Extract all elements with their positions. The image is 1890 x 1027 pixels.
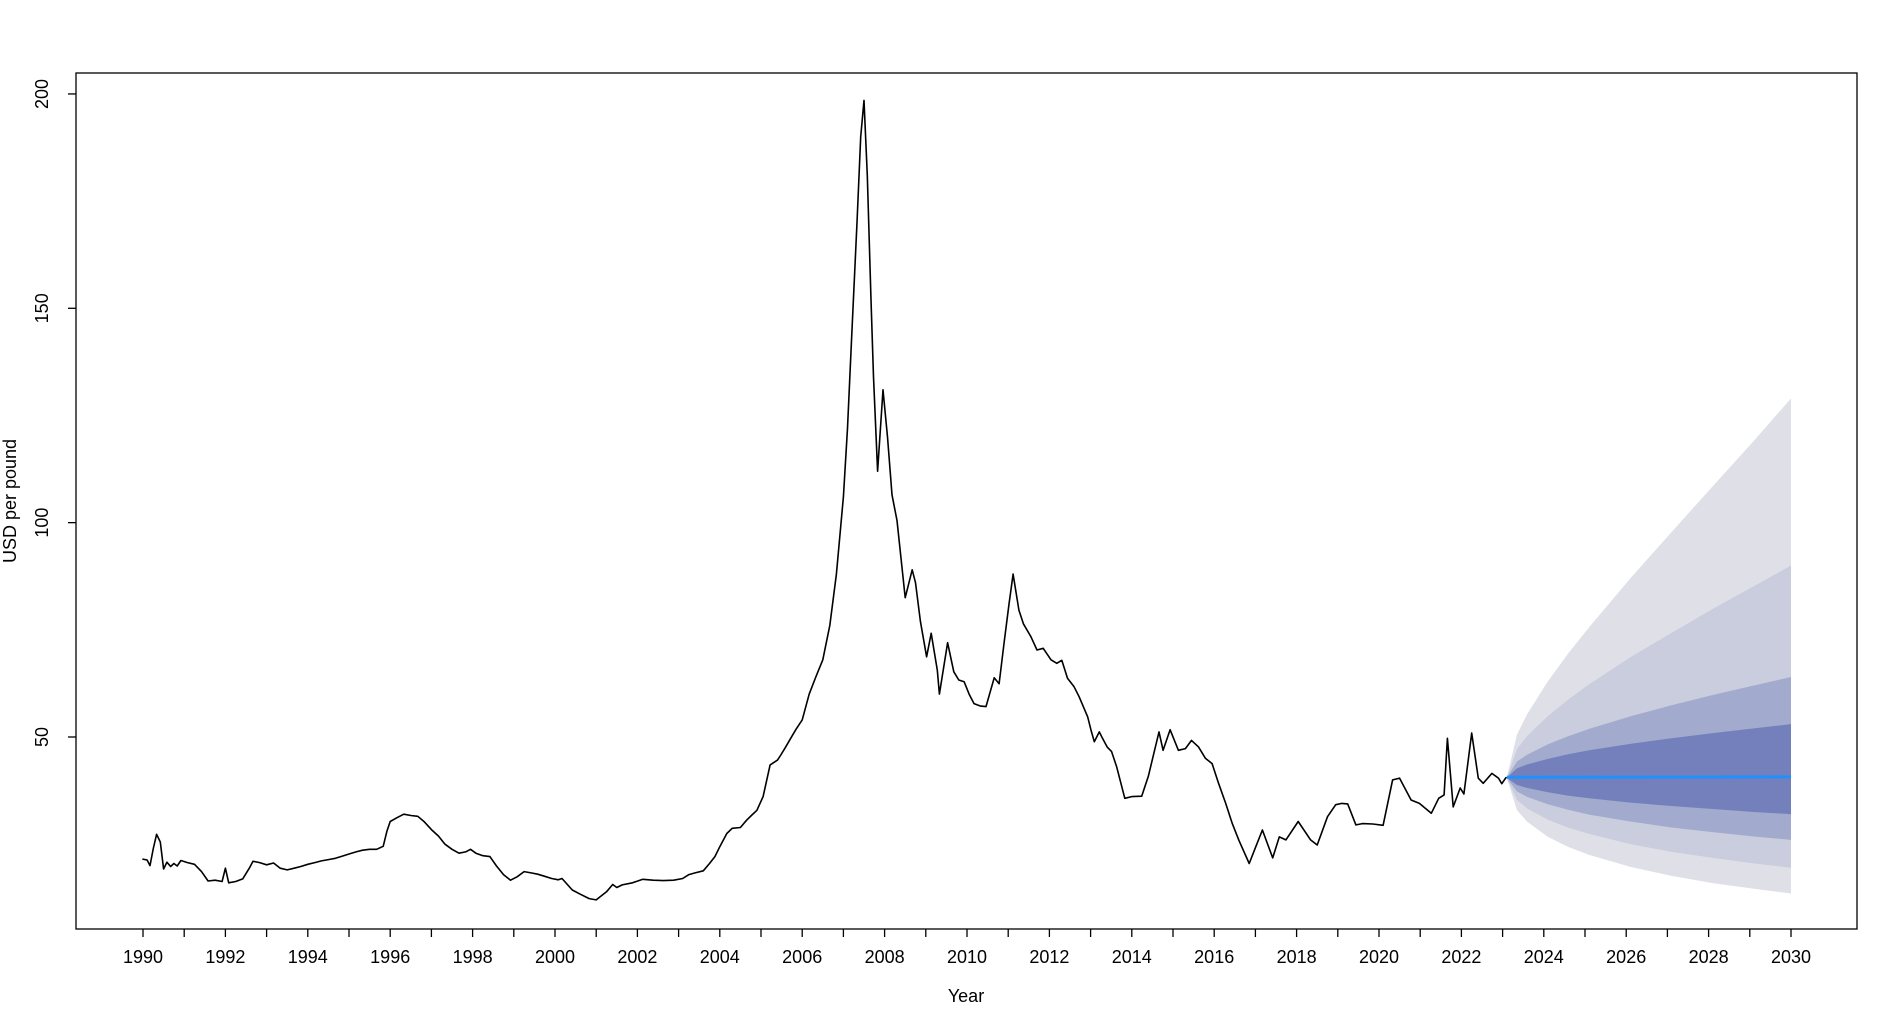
y-axis-title: USD per pound: [0, 439, 20, 563]
historical-series: [142, 99, 1507, 901]
x-tick-label: 2022: [1441, 947, 1481, 967]
x-tick-label: 2024: [1524, 947, 1564, 967]
forecast-fan: [1506, 398, 1792, 894]
x-axis-ticks: [142, 929, 1792, 937]
y-tick-label: 150: [32, 293, 52, 323]
x-tick-label: 1992: [205, 947, 245, 967]
x-tick-label: 2016: [1194, 947, 1234, 967]
x-tick-label: 2018: [1277, 947, 1317, 967]
x-tick-label: 2010: [947, 947, 987, 967]
x-axis-title: Year: [948, 986, 984, 1006]
x-tick-label: 2030: [1771, 947, 1811, 967]
x-tick-label: 2004: [700, 947, 740, 967]
x-tick-label: 2008: [865, 947, 905, 967]
y-tick-label: 100: [32, 508, 52, 538]
fan-band-inner: [1506, 724, 1791, 815]
x-tick-label: 1994: [288, 947, 328, 967]
x-tick-label: 2026: [1606, 947, 1646, 967]
y-tick-label: 200: [32, 79, 52, 109]
x-tick-label: 2020: [1359, 947, 1399, 967]
x-tick-label: 2012: [1029, 947, 1069, 967]
x-tick-label: 2006: [782, 947, 822, 967]
x-tick-label: 2028: [1689, 947, 1729, 967]
historical-series-line: [142, 99, 1507, 901]
x-axis-tick-labels: 1990 1992 1994 1996 1998 2000 2002 2004 2006 2008…: [123, 947, 1811, 967]
axes: 1990 1992 1994 1996 1998 2000 2002 2004 2006 2008…: [32, 72, 1858, 967]
x-tick-label: 1990: [123, 947, 163, 967]
x-tick-label: 1998: [453, 947, 493, 967]
x-tick-label: 2014: [1112, 947, 1152, 967]
y-axis-ticks: 50 100 150 200: [32, 79, 76, 747]
y-tick-label: 50: [32, 727, 52, 747]
x-tick-label: 2002: [617, 947, 657, 967]
x-tick-label: 1996: [370, 947, 410, 967]
x-tick-label: 2000: [535, 947, 575, 967]
